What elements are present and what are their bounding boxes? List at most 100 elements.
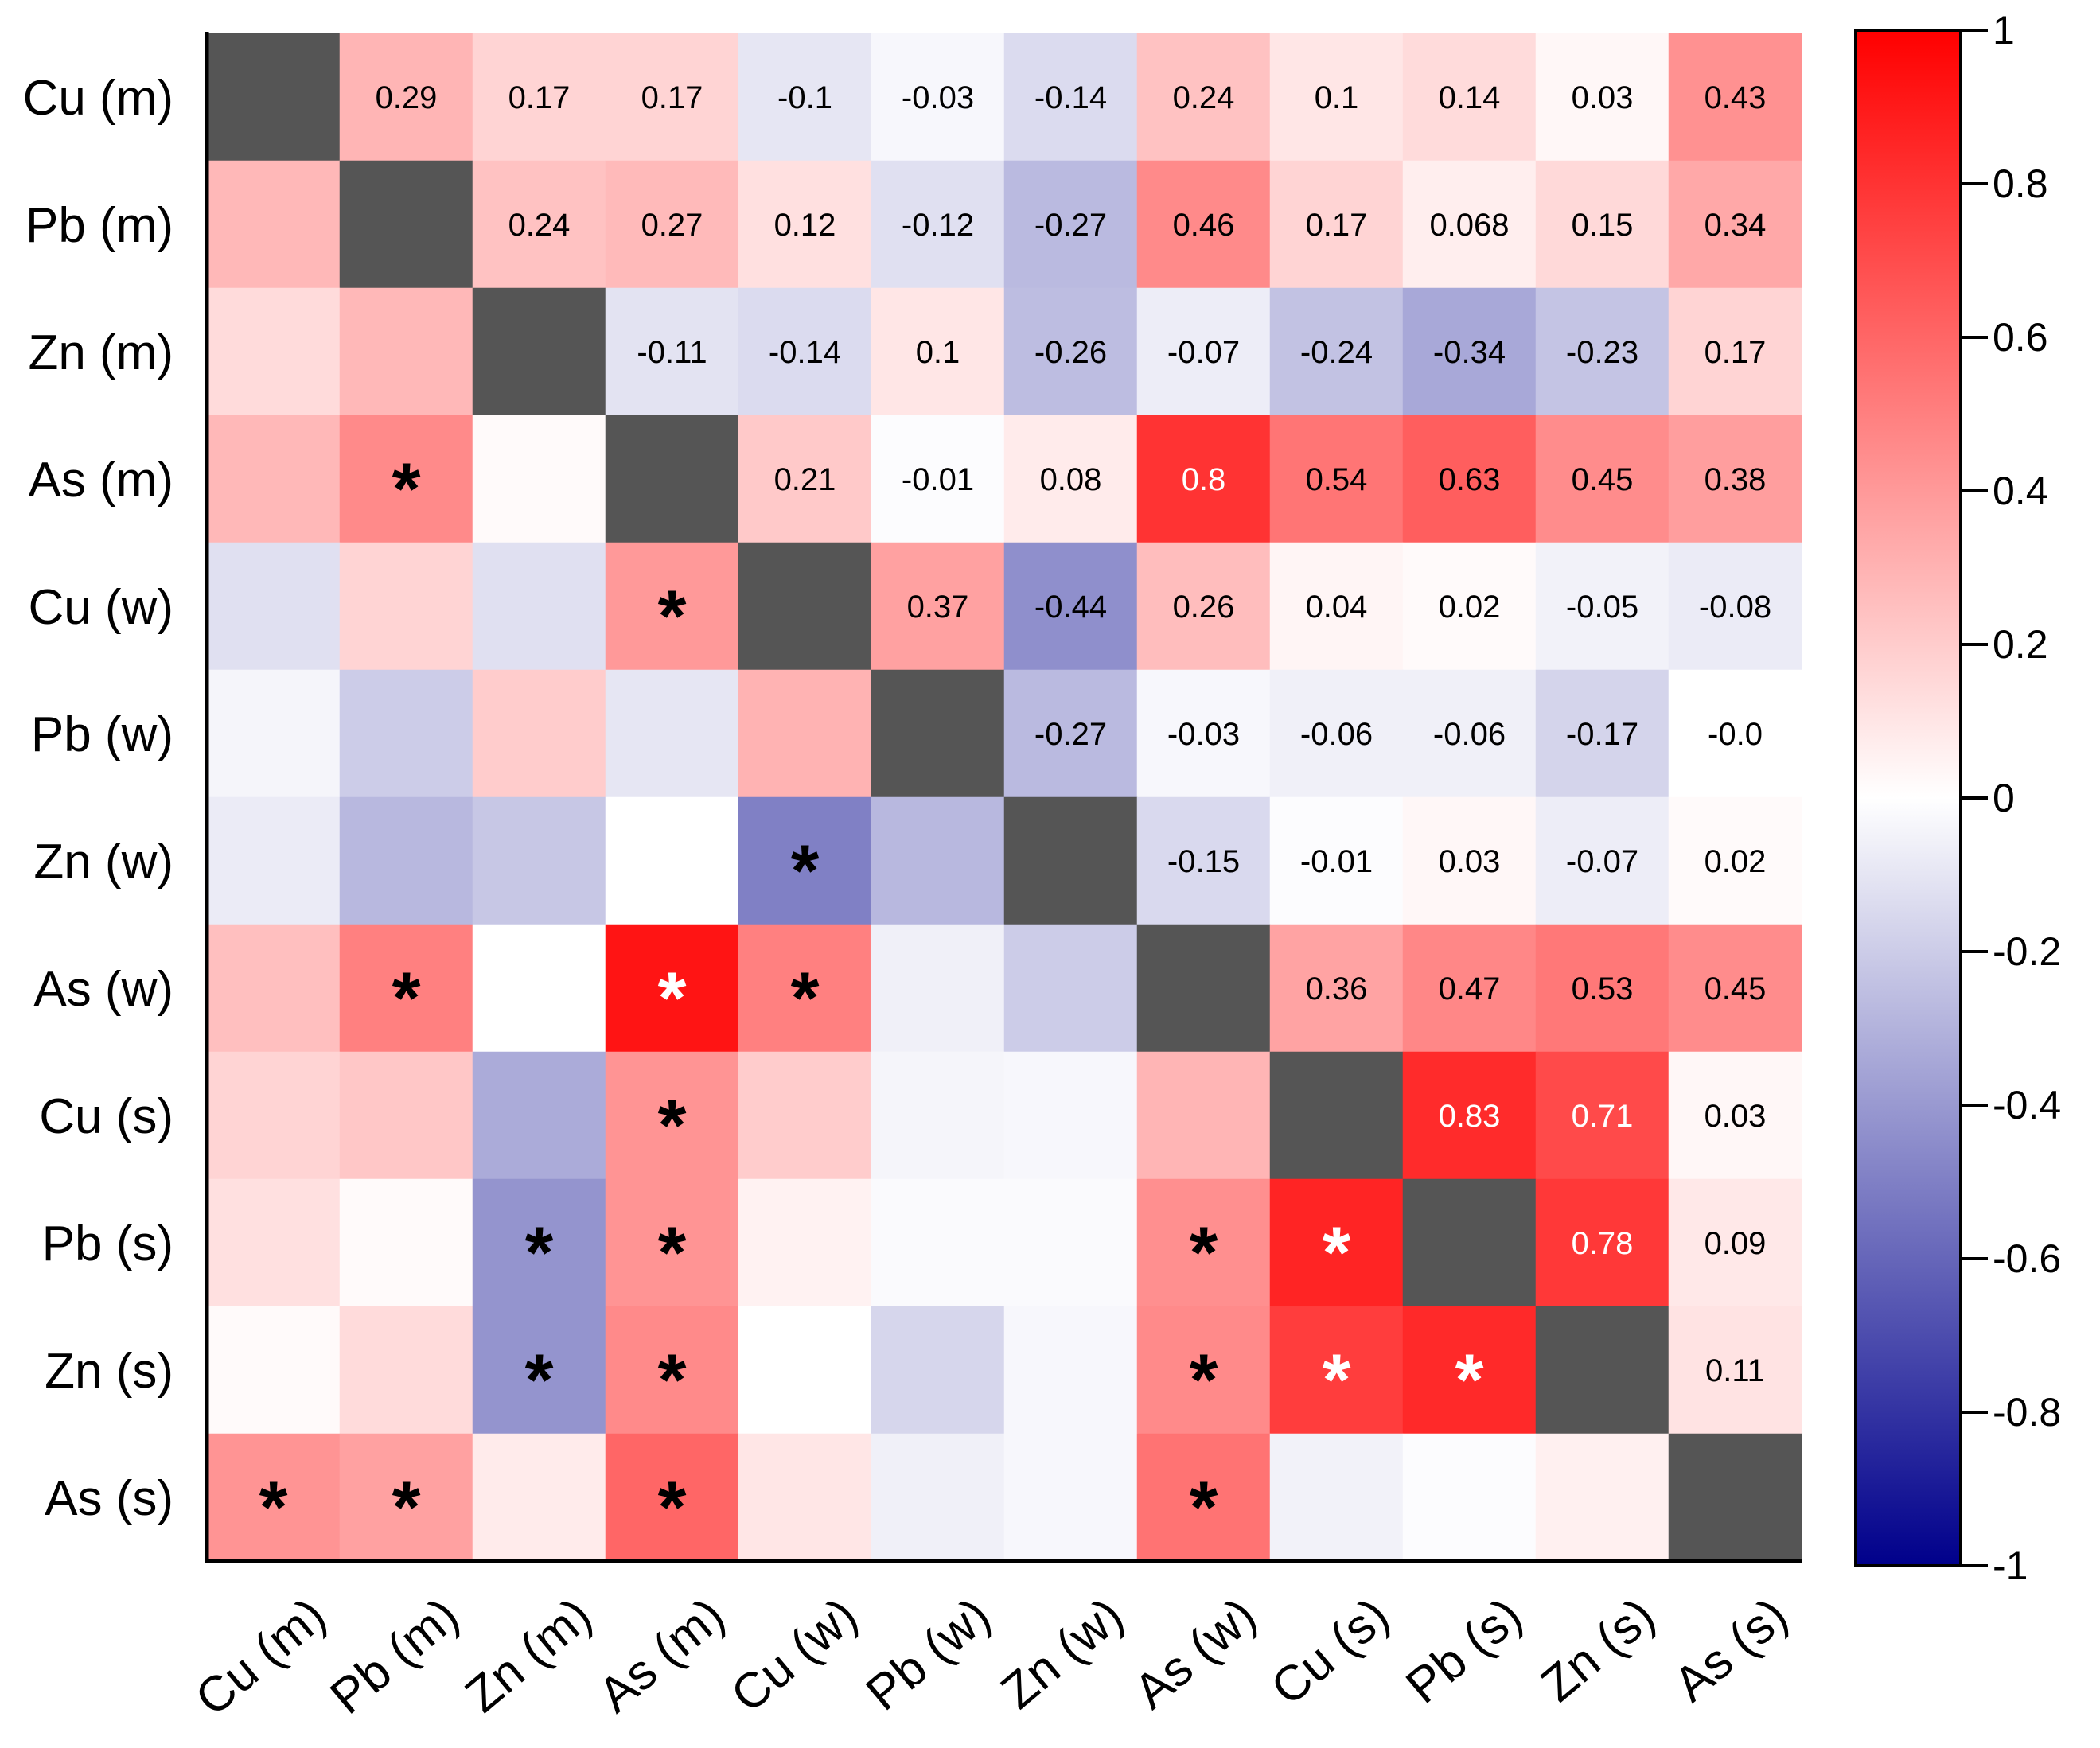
heatmap-cell-r1-c8 [1269,160,1404,289]
value-label-r3-c6: 0.08 [1040,462,1102,497]
significance-star-r4-c3: * [658,576,687,657]
colorbar-tick-label-4: 0.2 [1993,622,2048,667]
heatmap-cell-r11-c8 [1269,1433,1404,1562]
heatmap-cell-r3-c9 [1402,415,1537,543]
heatmap-cell-r9-c9 [1402,1178,1537,1307]
heatmap-cell-r0-c5 [871,33,1005,162]
x-label-1: Pb (m) [321,1587,469,1724]
colorbar-tick-label-1: 0.8 [1993,162,2048,206]
y-label-11: As (s) [45,1471,173,1526]
heatmap-cell-r2-c8 [1269,287,1404,416]
heatmap-cell-r5-c5 [871,669,1005,798]
heatmap-cell-r6-c6 [1003,796,1138,925]
value-label-r0-c10: 0.03 [1572,80,1634,115]
colorbar-tick-label-8: -0.6 [1993,1236,2061,1281]
heatmap-cell-r0-c11 [1668,33,1802,162]
heatmap-cell-r4-c2 [472,542,606,671]
heatmap-cell-r9-c6 [1003,1178,1138,1307]
x-label-3: As (m) [588,1587,734,1723]
heatmap-cell-r10-c3 [605,1306,739,1435]
heatmap-cell-r9-c3 [605,1178,739,1307]
heatmap-cell-r10-c1 [339,1306,473,1435]
heatmap-cell-r6-c1 [339,796,473,925]
heatmap-cell-r4-c3 [605,542,739,671]
heatmap-cell-r8-c0 [206,1051,341,1180]
x-label-11: As (s) [1664,1587,1798,1712]
value-label-r1-c3: 0.27 [641,208,703,243]
significance-star-r10-c3: * [658,1340,687,1421]
significance-star-r10-c7: * [1190,1340,1218,1421]
x-label-5: Pb (w) [856,1587,1001,1721]
value-label-r6-c10: -0.07 [1566,844,1638,879]
heatmap-cell-r9-c1 [339,1178,473,1307]
value-label-r3-c11: 0.38 [1705,462,1767,497]
heatmap-cell-r2-c10 [1535,287,1669,416]
heatmap-cell-r5-c11 [1668,669,1802,798]
value-label-r5-c6: -0.27 [1034,717,1107,752]
heatmap-cell-r2-c4 [738,287,872,416]
value-label-r8-c9: 0.83 [1439,1099,1501,1134]
value-label-r1-c4: 0.12 [774,208,836,243]
heatmap-cell-r11-c10 [1535,1433,1669,1562]
heatmap-cell-r10-c8 [1269,1306,1404,1435]
heatmap-cell-r4-c4 [738,542,872,671]
heatmap-cell-r2-c2 [472,287,606,416]
value-label-r3-c7: 0.8 [1182,462,1226,497]
heatmap-cell-r11-c3 [605,1433,739,1562]
value-label-r4-c5: 0.37 [907,590,969,625]
value-label-r10-c11: 0.11 [1705,1353,1765,1388]
heatmap-cell-r0-c0 [206,33,341,162]
heatmap-cell-r9-c10 [1535,1178,1669,1307]
heatmap-cell-r8-c3 [605,1051,739,1180]
value-label-r5-c10: -0.17 [1566,717,1638,752]
heatmap-cell-r5-c6 [1003,669,1138,798]
heatmap-cell-r2-c11 [1668,287,1802,416]
heatmap-cell-r1-c0 [206,160,341,289]
significance-star-r11-c3: * [658,1467,687,1548]
value-label-r1-c5: -0.12 [902,208,974,243]
value-label-r7-c10: 0.53 [1572,971,1634,1006]
value-label-r6-c9: 0.03 [1439,844,1501,879]
x-label-4: Cu (w) [721,1587,867,1723]
heatmap-cell-r7-c0 [206,924,341,1053]
heatmap-cell-r7-c6 [1003,924,1138,1053]
heatmap-cell-r3-c7 [1136,415,1271,543]
heatmap-cell-r10-c7 [1136,1306,1271,1435]
value-label-r5-c8: -0.06 [1300,717,1373,752]
colorbar-tick-label-2: 0.6 [1993,315,2048,360]
heatmap-cell-r1-c4 [738,160,872,289]
heatmap-cell-r4-c9 [1402,542,1537,671]
heatmap-cell-r8-c7 [1136,1051,1271,1180]
x-label-6: Zn (w) [991,1587,1133,1719]
value-label-r0-c3: 0.17 [641,80,703,115]
value-label-r9-c10: 0.78 [1572,1226,1634,1261]
value-label-r3-c8: 0.54 [1306,462,1368,497]
heatmap-cell-r6-c8 [1269,796,1404,925]
heatmap-cell-r5-c1 [339,669,473,798]
value-label-r0-c11: 0.43 [1705,80,1767,115]
heatmap-cell-r3-c8 [1269,415,1404,543]
value-label-r4-c6: -0.44 [1034,590,1107,625]
heatmap-cell-r6-c3 [605,796,739,925]
significance-star-r10-c8: * [1323,1340,1351,1421]
heatmap-cell-r11-c11 [1668,1433,1802,1562]
colorbar-tick-label-0: 1 [1993,8,2015,53]
heatmap-cell-r8-c9 [1402,1051,1537,1180]
heatmap-cell-r1-c3 [605,160,739,289]
heatmap-cell-r9-c4 [738,1178,872,1307]
significance-star-r9-c2: * [525,1213,554,1294]
heatmap-cell-r2-c9 [1402,287,1537,416]
heatmap-cell-r6-c11 [1668,796,1802,925]
value-label-r4-c8: 0.04 [1306,590,1368,625]
heatmap-cell-r11-c4 [738,1433,872,1562]
value-label-r2-c6: -0.26 [1034,335,1107,370]
value-label-r2-c10: -0.23 [1566,335,1638,370]
heatmap-cell-r9-c0 [206,1178,341,1307]
heatmap-cell-r10-c6 [1003,1306,1138,1435]
heatmap-cells [206,33,1802,1562]
heatmap-cell-r9-c5 [871,1178,1005,1307]
heatmap-cell-r11-c5 [871,1433,1005,1562]
y-label-10: Zn (s) [45,1344,173,1399]
heatmap-cell-r8-c11 [1668,1051,1802,1180]
heatmap-cell-r1-c6 [1003,160,1138,289]
